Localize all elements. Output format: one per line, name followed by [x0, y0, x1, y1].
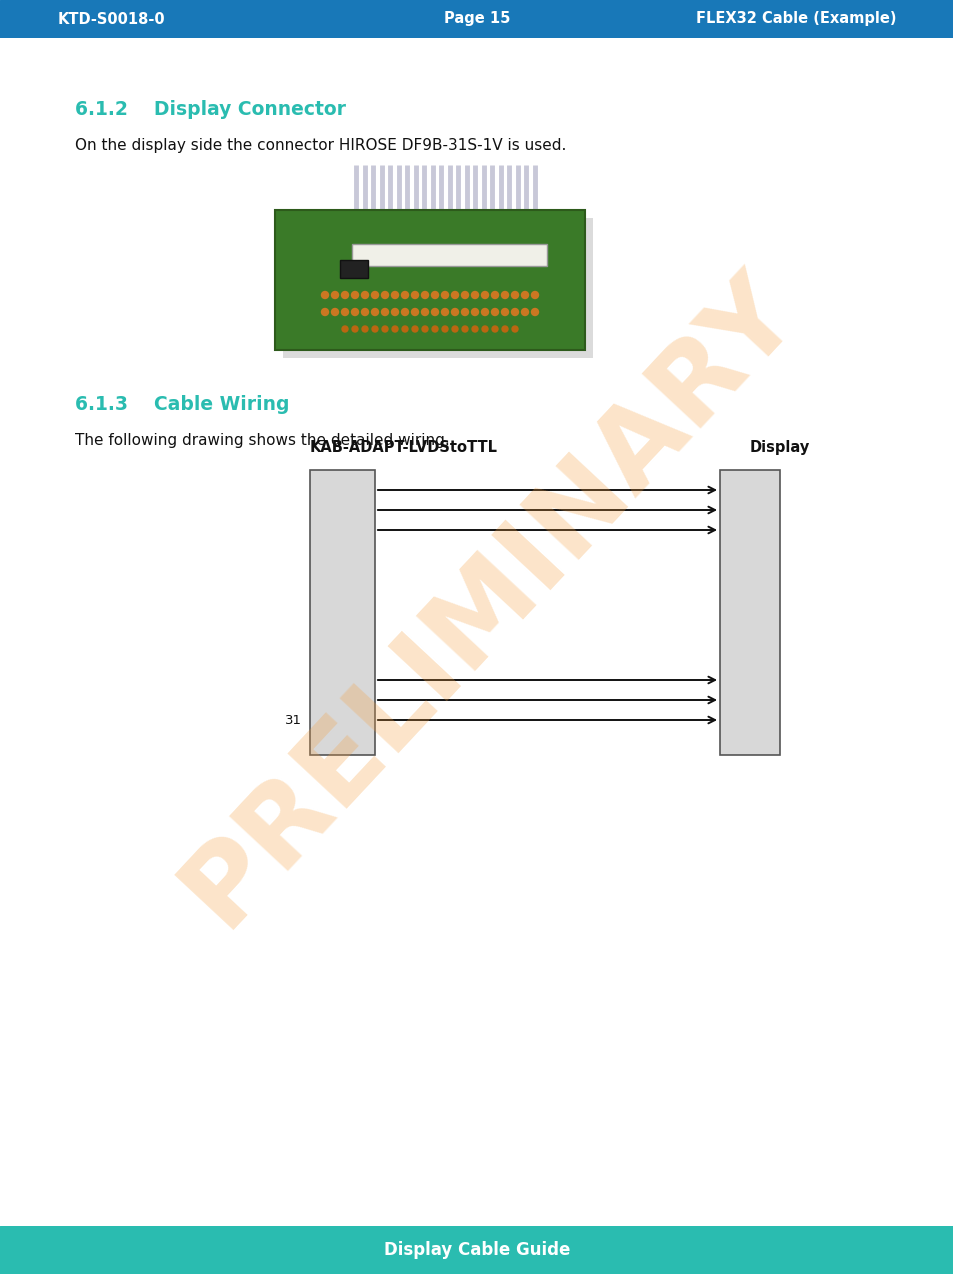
Circle shape — [481, 308, 488, 316]
Circle shape — [372, 326, 377, 333]
Circle shape — [531, 292, 537, 298]
Circle shape — [392, 326, 397, 333]
Circle shape — [361, 292, 368, 298]
Text: 6.1.2    Display Connector: 6.1.2 Display Connector — [75, 99, 346, 118]
Circle shape — [501, 292, 508, 298]
Circle shape — [421, 292, 428, 298]
Circle shape — [512, 326, 517, 333]
Circle shape — [421, 326, 428, 333]
Circle shape — [381, 308, 388, 316]
Circle shape — [331, 292, 338, 298]
Bar — [720, 470, 780, 755]
Circle shape — [531, 308, 537, 316]
Circle shape — [511, 308, 518, 316]
Circle shape — [432, 326, 437, 333]
Circle shape — [521, 308, 528, 316]
Circle shape — [401, 308, 408, 316]
Circle shape — [371, 292, 378, 298]
Circle shape — [481, 326, 488, 333]
Text: KAB-ADAPT-LVDStoTTL: KAB-ADAPT-LVDStoTTL — [310, 440, 497, 455]
Circle shape — [481, 292, 488, 298]
Circle shape — [461, 308, 468, 316]
Circle shape — [471, 292, 478, 298]
Circle shape — [391, 308, 398, 316]
Circle shape — [381, 292, 388, 298]
Circle shape — [381, 326, 388, 333]
Circle shape — [341, 292, 348, 298]
Circle shape — [421, 308, 428, 316]
Circle shape — [501, 308, 508, 316]
Circle shape — [452, 326, 457, 333]
Circle shape — [321, 308, 328, 316]
Text: 6.1.3    Cable Wiring: 6.1.3 Cable Wiring — [75, 395, 289, 414]
Circle shape — [401, 292, 408, 298]
Circle shape — [491, 292, 498, 298]
Circle shape — [461, 292, 468, 298]
Text: Display: Display — [749, 440, 809, 455]
Text: On the display side the connector HIROSE DF9B-31S-1V is used.: On the display side the connector HIROSE… — [75, 138, 566, 153]
Circle shape — [451, 292, 458, 298]
Circle shape — [441, 292, 448, 298]
Circle shape — [361, 308, 368, 316]
Text: FLEX32 Cable (Example): FLEX32 Cable (Example) — [696, 11, 896, 27]
Circle shape — [341, 308, 348, 316]
Circle shape — [412, 326, 417, 333]
Text: PRELIMINARY: PRELIMINARY — [162, 254, 817, 945]
Circle shape — [521, 292, 528, 298]
Bar — [310, 470, 375, 755]
Circle shape — [431, 292, 438, 298]
Circle shape — [331, 308, 338, 316]
Circle shape — [401, 326, 408, 333]
Text: Page 15: Page 15 — [443, 11, 510, 27]
Circle shape — [461, 326, 468, 333]
Circle shape — [471, 308, 478, 316]
Circle shape — [371, 308, 378, 316]
Circle shape — [511, 292, 518, 298]
Circle shape — [321, 292, 328, 298]
Circle shape — [411, 292, 418, 298]
Circle shape — [491, 308, 498, 316]
Text: Display Cable Guide: Display Cable Guide — [383, 1241, 570, 1259]
Text: 31: 31 — [285, 713, 302, 726]
Text: The following drawing shows the detailed wiring.: The following drawing shows the detailed… — [75, 433, 449, 448]
Bar — [283, 218, 593, 358]
Circle shape — [351, 292, 358, 298]
Circle shape — [411, 308, 418, 316]
Circle shape — [492, 326, 497, 333]
Circle shape — [451, 308, 458, 316]
Bar — [352, 245, 547, 266]
Circle shape — [501, 326, 507, 333]
Bar — [274, 210, 584, 350]
Circle shape — [441, 326, 448, 333]
Circle shape — [341, 326, 348, 333]
Text: KTD-S0018-0: KTD-S0018-0 — [57, 11, 165, 27]
Circle shape — [361, 326, 368, 333]
Circle shape — [352, 326, 357, 333]
Circle shape — [351, 308, 358, 316]
Circle shape — [431, 308, 438, 316]
Bar — [339, 260, 368, 278]
Circle shape — [472, 326, 477, 333]
Circle shape — [441, 308, 448, 316]
Circle shape — [391, 292, 398, 298]
